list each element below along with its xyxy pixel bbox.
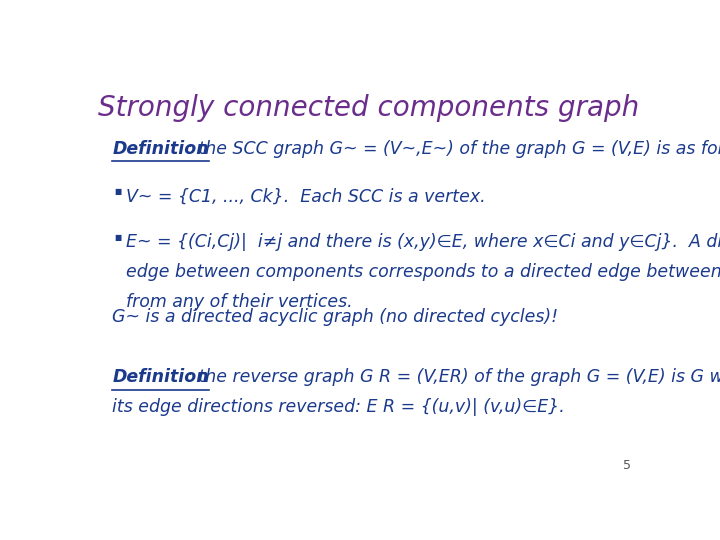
- Text: 5: 5: [624, 460, 631, 472]
- Text: ■: ■: [114, 187, 121, 197]
- Text: Definition: Definition: [112, 140, 209, 158]
- Text: its edge directions reversed: E R = {(u,v)| (v,u)∈E}.: its edge directions reversed: E R = {(u,…: [112, 399, 565, 416]
- Text: : the reverse graph G R = (V,ER) of the graph G = (V,E) is G with: : the reverse graph G R = (V,ER) of the …: [187, 368, 720, 386]
- Text: from any of their vertices.: from any of their vertices.: [126, 293, 353, 311]
- Text: Strongly connected components graph: Strongly connected components graph: [99, 94, 639, 122]
- Text: edge between components corresponds to a directed edge between them: edge between components corresponds to a…: [126, 263, 720, 281]
- Text: Definition: Definition: [112, 368, 209, 386]
- Text: ■: ■: [114, 233, 121, 242]
- Text: V~ = {C1, ..., Ck}.  Each SCC is a vertex.: V~ = {C1, ..., Ck}. Each SCC is a vertex…: [126, 187, 486, 205]
- Text: G~ is a directed acyclic graph (no directed cycles)!: G~ is a directed acyclic graph (no direc…: [112, 308, 559, 326]
- Text: : the SCC graph G~ = (V~,E~) of the graph G = (V,E) is as follows:: : the SCC graph G~ = (V~,E~) of the grap…: [187, 140, 720, 158]
- Text: E~ = {(Ci,Cj)|  i≠j and there is (x,y)∈E, where x∈Ci and y∈Cj}.  A directed: E~ = {(Ci,Cj)| i≠j and there is (x,y)∈E,…: [126, 233, 720, 251]
